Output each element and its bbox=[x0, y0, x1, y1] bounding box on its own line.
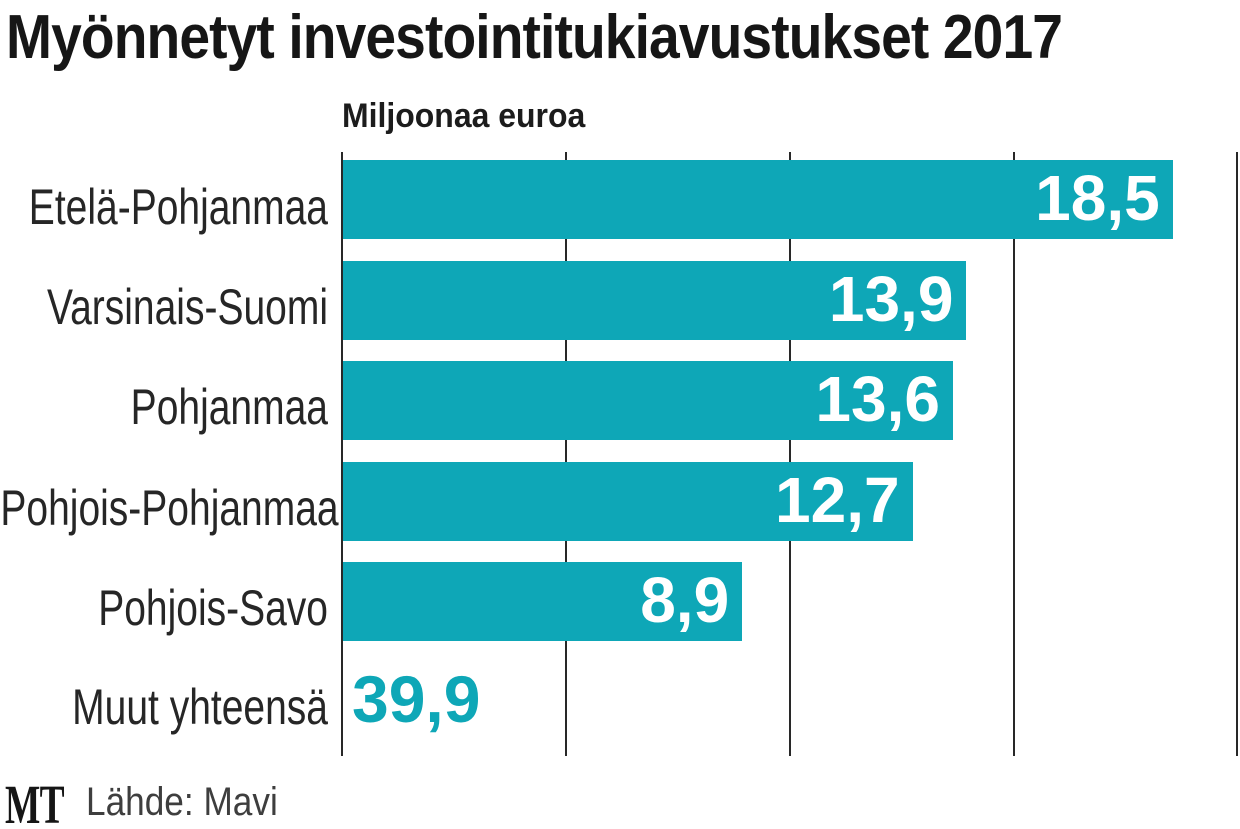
category-label-pohjois-pohjanmaa: Pohjois-Pohjanmaa bbox=[0, 480, 339, 536]
bar-value-label: 13,9 bbox=[828, 263, 954, 335]
category-label-muut-yhteensa: Muut yhteensä bbox=[72, 679, 328, 735]
gridline bbox=[565, 152, 567, 756]
source-text: Lähde: Mavi bbox=[86, 780, 278, 824]
category-label-varsinais-suomi: Varsinais-Suomi bbox=[46, 279, 329, 335]
gridline bbox=[1013, 152, 1015, 756]
category-label-pohjois-savo: Pohjois-Savo bbox=[98, 580, 328, 636]
bar-value-label: 12,7 bbox=[775, 464, 900, 536]
value-axis-label: Miljoonaa euroa bbox=[342, 97, 586, 135]
bar-pohjois-pohjanmaa: 12,7 bbox=[343, 462, 913, 541]
mt-publisher-logo: MT bbox=[5, 774, 65, 829]
gridline bbox=[341, 152, 343, 756]
bar-value-label: 13,6 bbox=[815, 363, 940, 435]
bar-value-label: 18,5 bbox=[1035, 162, 1160, 234]
bar-pohjois-savo: 8,9 bbox=[343, 562, 743, 641]
gridline bbox=[789, 152, 791, 756]
bar-varsinais-suomi: 13,9 bbox=[343, 261, 967, 340]
plot-area: 18,5 13,9 13,6 12,7 8,9 39,9 bbox=[341, 152, 1238, 756]
overflow-value-label-muut-yhteensa: 39,9 bbox=[352, 662, 481, 736]
category-label-pohjanmaa: Pohjanmaa bbox=[130, 379, 328, 435]
bar-etela-pohjanmaa: 18,5 bbox=[343, 160, 1173, 239]
bar-value-label: 8,9 bbox=[640, 564, 730, 636]
bar-pohjanmaa: 13,6 bbox=[343, 361, 953, 440]
chart-title: Myönnetyt investointitukiavustukset 2017 bbox=[6, 3, 1063, 72]
category-label-etela-pohjanmaa: Etelä-Pohjanmaa bbox=[28, 179, 329, 235]
gridline bbox=[1236, 152, 1238, 756]
